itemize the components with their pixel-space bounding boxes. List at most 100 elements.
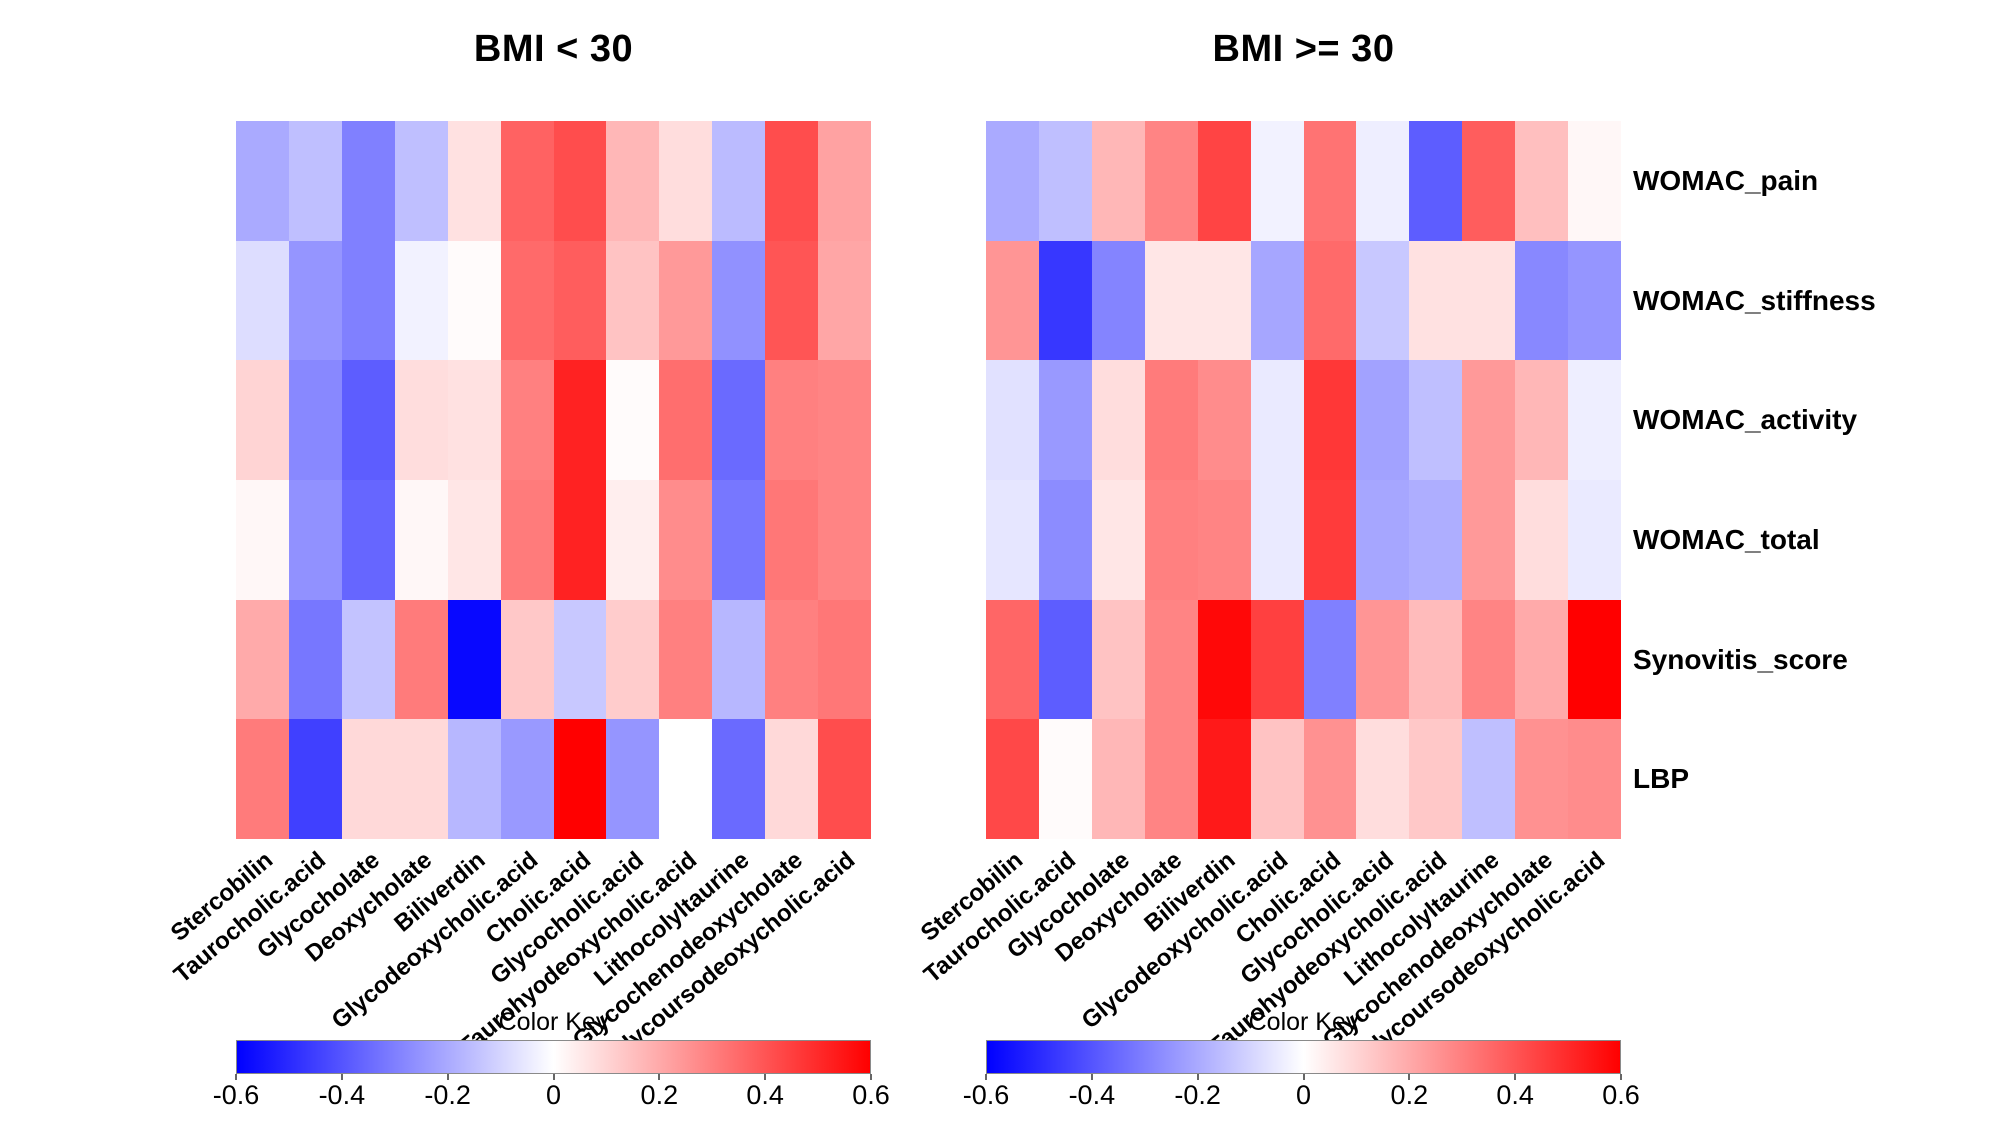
heatmap-cell <box>818 599 871 720</box>
heatmap-cell <box>1462 719 1516 839</box>
heatmap-cell <box>986 599 1039 720</box>
heatmap-cell <box>1409 479 1463 600</box>
heatmap-cell <box>712 719 766 839</box>
heatmap-cell <box>1356 479 1410 600</box>
heatmap-cell <box>236 599 289 720</box>
heatmap-cell <box>500 719 554 839</box>
heatmap-cell <box>1409 121 1463 241</box>
heatmap-cell <box>341 121 395 241</box>
heatmap-cell <box>1091 479 1145 600</box>
heatmap-cell <box>1197 121 1251 241</box>
heatmap-cell <box>1356 599 1410 720</box>
color-key-tick-label: 0.2 <box>640 1080 679 1110</box>
heatmap-cell <box>1144 240 1198 361</box>
heatmap-cell <box>394 360 448 480</box>
heatmap-cell <box>447 360 501 480</box>
heatmap-cell <box>765 121 819 241</box>
heatmap-cell <box>500 479 554 600</box>
color-key-tick-label: -0.6 <box>212 1080 260 1110</box>
heatmap-cell <box>1515 240 1569 361</box>
heatmap-cell <box>500 121 554 241</box>
heatmap-cell <box>288 479 342 600</box>
heatmap-cell <box>1515 121 1569 241</box>
heatmap-cell <box>1515 479 1569 600</box>
y-axis-label: WOMAC_total <box>1633 523 1820 555</box>
color-key-tick-label: 0.6 <box>852 1080 890 1110</box>
heatmap-cell <box>659 719 713 839</box>
heatmap-cell <box>1303 599 1357 720</box>
heatmap-cell <box>1515 719 1569 839</box>
heatmap-cell <box>553 360 607 480</box>
color-key-gradient-right <box>986 1040 1621 1074</box>
heatmap-cell <box>341 599 395 720</box>
heatmap-cell <box>1197 360 1251 480</box>
color-key-title-right: Color Key <box>1248 1008 1359 1036</box>
heatmap-cell <box>606 599 660 720</box>
heatmap-cell <box>1303 719 1357 839</box>
heatmap-bmi-lt-30 <box>236 121 871 839</box>
heatmap-cell <box>712 360 766 480</box>
heatmap-cell <box>659 479 713 600</box>
color-key-tick <box>1090 1074 1093 1080</box>
heatmap-cell <box>1303 121 1357 241</box>
heatmap-cell <box>341 240 395 361</box>
heatmap-cell <box>659 240 713 361</box>
color-key-tick <box>1514 1074 1517 1080</box>
heatmap-cell <box>659 360 713 480</box>
heatmap-cell <box>1038 599 1092 720</box>
heatmap-cell <box>447 121 501 241</box>
color-key-tick <box>235 1074 237 1080</box>
heatmap-cell <box>659 599 713 720</box>
heatmap-cell <box>986 479 1039 600</box>
heatmap-cell <box>288 121 342 241</box>
color-key-tick <box>764 1074 767 1080</box>
heatmap-cell <box>606 479 660 600</box>
heatmap-cell <box>765 479 819 600</box>
color-key-tick-label: 0 <box>1295 1080 1312 1110</box>
heatmap-cell <box>394 719 448 839</box>
heatmap-cell <box>236 360 289 480</box>
heatmap-cell <box>1144 719 1198 839</box>
heatmap-cell <box>394 479 448 600</box>
heatmap-cell <box>606 121 660 241</box>
heatmap-cell <box>1462 121 1516 241</box>
color-key-tick <box>1620 1074 1622 1080</box>
heatmap-cell <box>1250 121 1304 241</box>
heatmap-cell <box>394 121 448 241</box>
heatmap-cell <box>712 479 766 600</box>
heatmap-cell <box>1091 240 1145 361</box>
heatmap-cell <box>1197 479 1251 600</box>
heatmap-cell <box>1197 599 1251 720</box>
heatmap-cell <box>553 479 607 600</box>
heatmap-cell <box>712 599 766 720</box>
heatmap-cell <box>1462 599 1516 720</box>
heatmap-cell <box>765 240 819 361</box>
panel-title-bmi-ge-30: BMI >= 30 <box>1212 28 1395 70</box>
heatmap-cell <box>500 240 554 361</box>
heatmap-cell <box>1144 479 1198 600</box>
heatmap-cell <box>1038 240 1092 361</box>
heatmap-cell <box>236 479 289 600</box>
heatmap-cell <box>236 121 289 241</box>
heatmap-cell <box>1250 719 1304 839</box>
heatmap-cell <box>553 121 607 241</box>
heatmap-cell <box>1409 599 1463 720</box>
heatmap-cell <box>500 599 554 720</box>
heatmap-cell <box>986 121 1039 241</box>
heatmap-cell <box>1356 240 1410 361</box>
heatmap-cell <box>1144 121 1198 241</box>
heatmap-cell <box>1144 360 1198 480</box>
heatmap-cell <box>1091 599 1145 720</box>
heatmap-cell <box>1462 479 1516 600</box>
heatmap-cell <box>765 599 819 720</box>
heatmap-cell <box>1091 360 1145 480</box>
color-key-tick-label: 0.4 <box>746 1080 784 1110</box>
color-key-tick <box>870 1074 872 1080</box>
heatmap-cell <box>818 479 871 600</box>
heatmap-cell <box>1091 121 1145 241</box>
heatmap-cell <box>1356 719 1410 839</box>
heatmap-cell <box>553 240 607 361</box>
y-axis-label: LBP <box>1633 763 1689 795</box>
heatmap-cell <box>818 719 871 839</box>
color-key-tick-label: -0.2 <box>1174 1080 1221 1110</box>
